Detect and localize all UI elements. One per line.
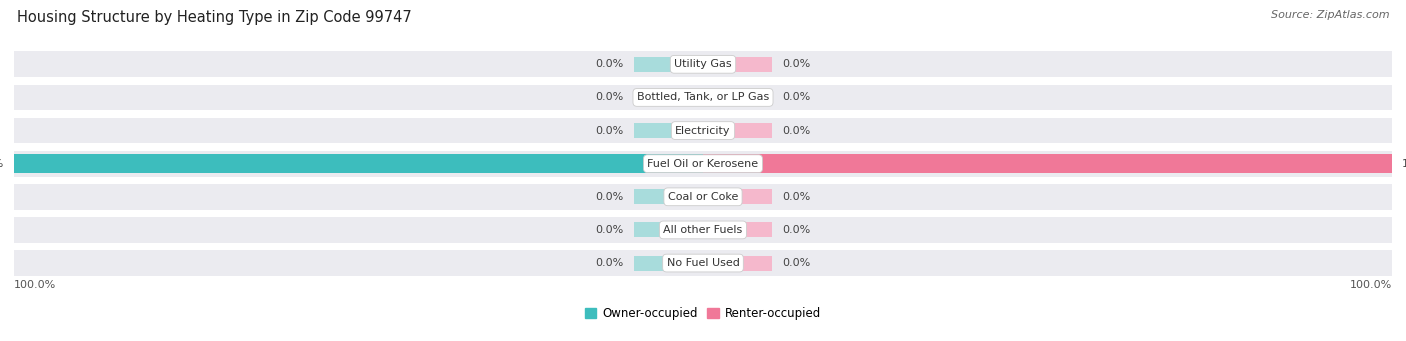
Bar — [14, 151, 1392, 177]
Text: 100.0%: 100.0% — [1350, 280, 1392, 290]
Text: 0.0%: 0.0% — [596, 92, 624, 102]
Bar — [703, 90, 772, 105]
Text: 0.0%: 0.0% — [596, 125, 624, 136]
Bar — [14, 217, 1392, 243]
Bar — [634, 189, 703, 204]
Bar — [14, 154, 703, 173]
Text: Fuel Oil or Kerosene: Fuel Oil or Kerosene — [647, 159, 759, 169]
Bar — [634, 222, 703, 237]
Bar — [634, 90, 703, 105]
Bar — [14, 118, 1392, 144]
Bar — [634, 123, 703, 138]
Text: 0.0%: 0.0% — [782, 59, 810, 69]
Text: 0.0%: 0.0% — [596, 59, 624, 69]
Text: Bottled, Tank, or LP Gas: Bottled, Tank, or LP Gas — [637, 92, 769, 102]
Text: 0.0%: 0.0% — [782, 125, 810, 136]
Bar — [703, 123, 772, 138]
Text: Utility Gas: Utility Gas — [675, 59, 731, 69]
Text: 100.0%: 100.0% — [0, 159, 4, 169]
Bar — [634, 255, 703, 270]
Text: 0.0%: 0.0% — [782, 258, 810, 268]
Bar — [703, 57, 772, 72]
Text: All other Fuels: All other Fuels — [664, 225, 742, 235]
Legend: Owner-occupied, Renter-occupied: Owner-occupied, Renter-occupied — [579, 302, 827, 325]
Text: 100.0%: 100.0% — [1402, 159, 1406, 169]
Bar — [14, 85, 1392, 110]
Bar — [703, 189, 772, 204]
Bar — [634, 57, 703, 72]
Text: 0.0%: 0.0% — [782, 92, 810, 102]
Text: 0.0%: 0.0% — [782, 192, 810, 202]
Bar — [703, 222, 772, 237]
Bar — [14, 51, 1392, 77]
Text: 0.0%: 0.0% — [596, 192, 624, 202]
Bar — [703, 255, 772, 270]
Text: 100.0%: 100.0% — [14, 280, 56, 290]
Text: 0.0%: 0.0% — [782, 225, 810, 235]
Text: Coal or Coke: Coal or Coke — [668, 192, 738, 202]
Text: No Fuel Used: No Fuel Used — [666, 258, 740, 268]
Text: Housing Structure by Heating Type in Zip Code 99747: Housing Structure by Heating Type in Zip… — [17, 10, 412, 25]
Text: 0.0%: 0.0% — [596, 225, 624, 235]
Text: Electricity: Electricity — [675, 125, 731, 136]
Bar — [14, 250, 1392, 276]
Bar — [703, 154, 1392, 173]
Text: 0.0%: 0.0% — [596, 258, 624, 268]
Text: Source: ZipAtlas.com: Source: ZipAtlas.com — [1271, 10, 1389, 20]
Bar — [14, 184, 1392, 210]
